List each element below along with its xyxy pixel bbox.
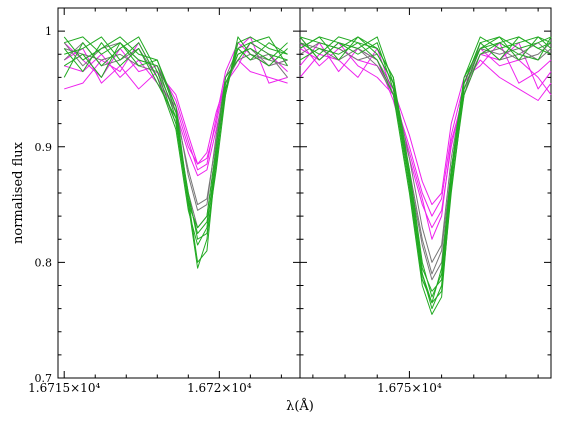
spectrum-line-magenta [299,42,552,206]
y-tick-labels: 0.7 0.8 0.9 1 [35,25,53,385]
y-axis-label: normalised flux [11,141,26,244]
spectrum-line-magenta [299,42,552,217]
x-tick-label: 1.6715×10⁴ [28,381,100,395]
right-panel-series [299,36,552,315]
y-tick-label: 0.9 [35,141,53,154]
spectrum-line-magenta [64,36,288,177]
spectrum-line-grey [299,36,552,281]
y-tick-label: 0.7 [35,372,53,385]
y-tick-label: 1 [45,25,52,38]
x-tick-label: 1.672×10⁴ [187,381,252,395]
spectrum-line-green [63,42,288,263]
left-panel-ticks [58,8,300,379]
x-tick-labels: 1.6715×10⁴ 1.672×10⁴ 1.675×10⁴ [28,381,442,395]
spectrum-line-green [299,36,552,292]
left-panel-series [63,36,289,269]
spectrum-line-magenta [299,42,552,240]
spectrum-line-grey [299,42,552,263]
spectrum-line-grey [63,42,288,229]
left-panel [57,7,301,379]
spectrum-line-green [299,36,552,310]
spectrum-line-green [299,36,552,304]
right-panel-frame [299,7,552,379]
spectrum-line-green [64,36,288,246]
y-tick-label: 0.8 [35,256,53,269]
x-tick-label: 1.675×10⁴ [377,381,442,395]
spectrum-line-green [64,36,288,269]
spectrum-line-green [63,36,288,240]
left-panel-frame [57,7,301,379]
right-panel [299,7,552,379]
right-panel-ticks [300,8,551,379]
spectrum-line-green [63,36,288,234]
spectrum-line-green [299,36,552,304]
x-axis-label: λ(Å) [286,398,314,414]
